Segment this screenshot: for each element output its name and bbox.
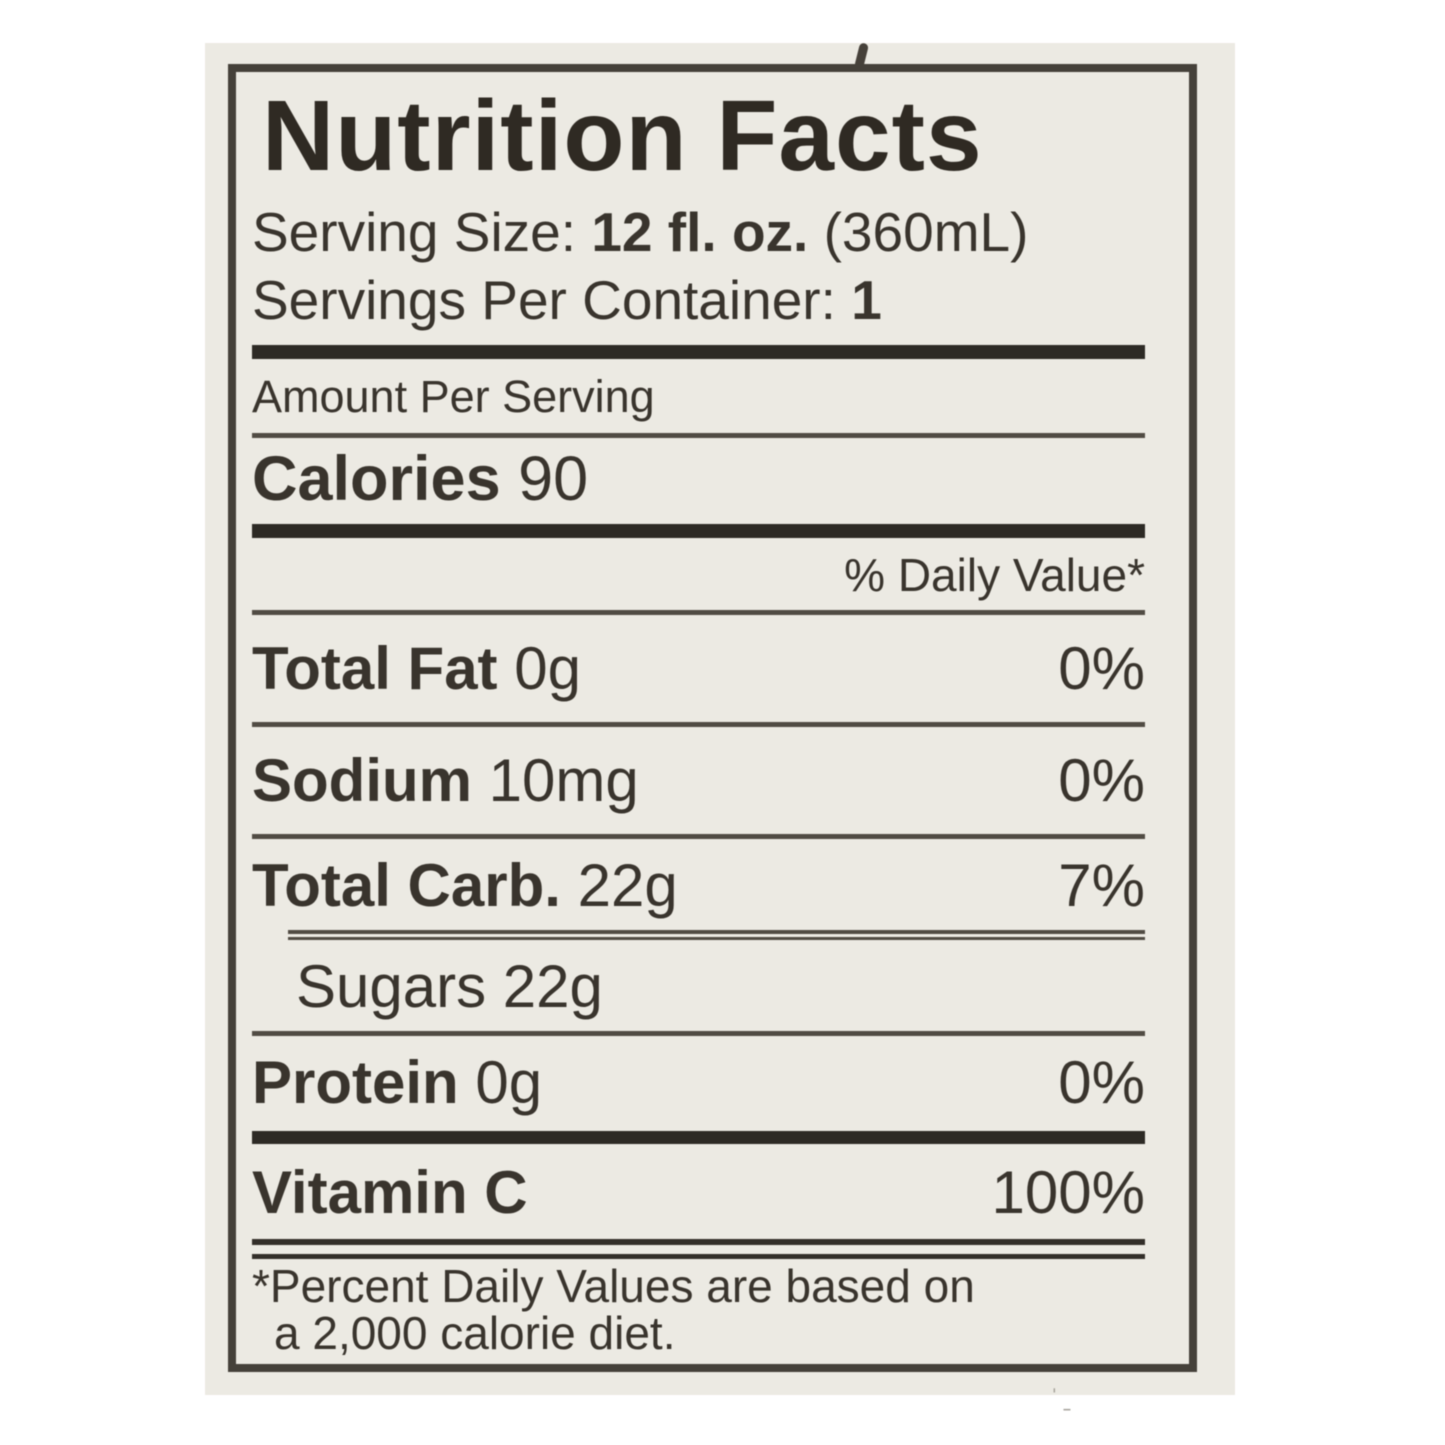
servings-per-container-label: Servings Per Container: bbox=[252, 268, 836, 331]
separator-double-indented bbox=[288, 929, 1145, 940]
daily-value-header: % Daily Value* bbox=[844, 548, 1145, 601]
nutrient-daily-value: 7% bbox=[1058, 851, 1145, 919]
separator-thin bbox=[252, 609, 1145, 615]
separator-thin bbox=[252, 833, 1145, 839]
serving-size-line: Serving Size: 12 fl. oz. (360mL) bbox=[252, 201, 1145, 264]
separator-thick-protein bbox=[252, 1130, 1145, 1144]
nutrient-row-total-carb: Total Carb. 22g 7% bbox=[252, 839, 1145, 930]
nutrient-amount: 10mg bbox=[488, 746, 639, 814]
vitamin-daily-value: 100% bbox=[991, 1158, 1145, 1226]
calories-value: 90 bbox=[518, 443, 589, 514]
nutrient-name: Sugars bbox=[296, 952, 487, 1020]
separator-double-bottom bbox=[252, 1238, 1145, 1259]
nutrient-name-amount: Total Fat 0g bbox=[252, 634, 581, 703]
label-title: Nutrition Facts bbox=[262, 80, 983, 192]
nutrient-row-sugars: Sugars 22g bbox=[252, 940, 1145, 1031]
footnote: *Percent Daily Values are based on a 2,0… bbox=[252, 1259, 1145, 1359]
ink-mark-bottom: ˈˍ bbox=[1050, 1383, 1076, 1413]
nutrition-facts-label: Nutrition Facts Serving Size: 12 fl. oz.… bbox=[228, 64, 1197, 1372]
servings-per-container-value: 1 bbox=[851, 268, 882, 331]
nutrient-amount: 22g bbox=[577, 851, 678, 919]
nutrient-amount: 0g bbox=[514, 634, 581, 702]
separator-thick-top bbox=[252, 345, 1145, 360]
nutrient-daily-value: 0% bbox=[1058, 746, 1145, 814]
nutrient-name-amount: Protein 0g bbox=[252, 1048, 542, 1117]
footnote-line-1: *Percent Daily Values are based on bbox=[252, 1259, 975, 1312]
serving-size-prefix: Serving Size: bbox=[252, 201, 577, 263]
vitamin-name: Vitamin C bbox=[252, 1158, 528, 1226]
nutrient-name-amount: Total Carb. 22g bbox=[252, 851, 678, 920]
nutrient-name-amount: Sugars 22g bbox=[252, 952, 603, 1021]
vitamin-row-vitamin-c: Vitamin C 100% bbox=[252, 1144, 1145, 1239]
serving-size-metric: (360mL) bbox=[823, 201, 1029, 263]
footnote-line-2: a 2,000 calorie diet. bbox=[274, 1306, 676, 1359]
label-photo-background: Nutrition Facts Serving Size: 12 fl. oz.… bbox=[205, 42, 1235, 1413]
nutrient-amount: 0g bbox=[475, 1048, 543, 1116]
separator-thin bbox=[252, 432, 1145, 438]
nutrient-row-protein: Protein 0g 0% bbox=[252, 1036, 1145, 1131]
nutrient-name-amount: Sodium 10mg bbox=[252, 746, 639, 815]
amount-per-serving-label: Amount Per Serving bbox=[252, 371, 655, 423]
nutrient-amount: 22g bbox=[502, 952, 603, 1020]
nutrient-row-sodium: Sodium 10mg 0% bbox=[252, 727, 1145, 834]
nutrient-row-total-fat: Total Fat 0g 0% bbox=[252, 615, 1145, 722]
calories-line: Calories 90 bbox=[252, 443, 1145, 514]
nutrient-daily-value: 0% bbox=[1058, 1048, 1145, 1116]
nutrient-daily-value: 0% bbox=[1058, 634, 1145, 702]
nutrient-name: Sodium bbox=[252, 746, 472, 814]
nutrient-name: Protein bbox=[252, 1048, 459, 1116]
servings-per-container-line: Servings Per Container: 1 bbox=[252, 268, 1145, 332]
nutrient-name: Total Carb. bbox=[252, 851, 561, 919]
separator-thin bbox=[252, 721, 1145, 727]
separator-thick-calories bbox=[252, 523, 1145, 538]
nutrient-name: Total Fat bbox=[252, 634, 498, 702]
separator-thin bbox=[252, 1030, 1145, 1036]
calories-label: Calories bbox=[252, 443, 501, 514]
serving-size-amount: 12 fl. oz. bbox=[591, 201, 809, 263]
